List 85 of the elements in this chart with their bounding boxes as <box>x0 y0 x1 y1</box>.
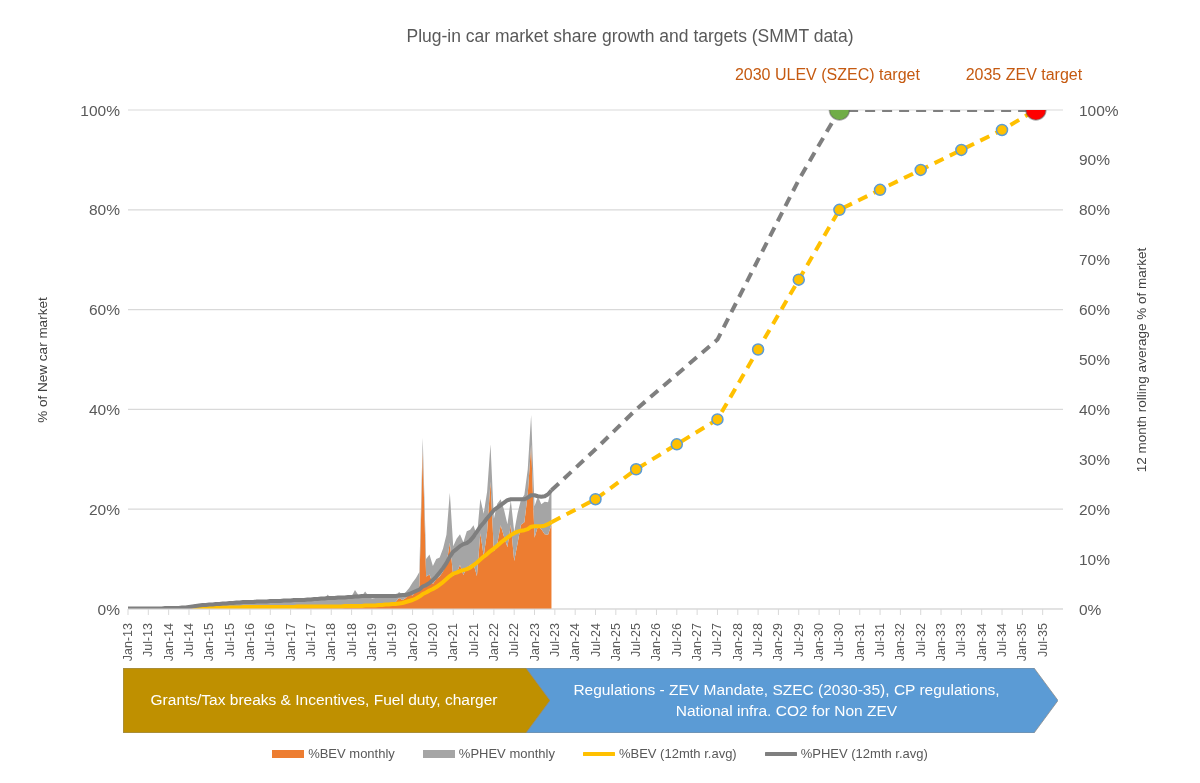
x-tick-label: Jan-21 <box>446 622 461 662</box>
x-tick-label: Jul-22 <box>507 622 522 658</box>
point <box>833 203 846 217</box>
point <box>751 343 765 356</box>
x-tick-label: Jul-24 <box>588 622 603 658</box>
point <box>955 143 968 157</box>
legend-label: %BEV (12mth r.avg) <box>618 746 737 761</box>
x-tick-label: Jul-32 <box>913 622 928 658</box>
x-tick-label: Jan-22 <box>486 622 501 662</box>
x-tick-label: Jan-31 <box>852 622 867 662</box>
x-tick-label: Jan-15 <box>202 622 217 662</box>
x-tick-label: Jan-29 <box>771 622 786 662</box>
x-tick-label: Jul-28 <box>751 622 766 658</box>
x-tick-label: Jul-34 <box>995 622 1010 658</box>
x-tick-label: Jul-21 <box>466 622 481 658</box>
y-tick-label: 60% <box>88 301 121 319</box>
x-tick-label: Jan-14 <box>161 622 176 662</box>
x-tick-label: Jul-16 <box>263 622 278 658</box>
x-tick-label: Jan-17 <box>283 622 298 662</box>
x-tick-label: Jul-23 <box>547 622 562 658</box>
chart-title: Plug-in car market share growth and targets (SMMT data) <box>405 26 855 47</box>
x-tick-label: Jan-25 <box>608 622 623 662</box>
point <box>792 273 806 286</box>
x-tick-label: Jan-20 <box>405 622 420 662</box>
y2-tick-label: 30% <box>1079 450 1111 468</box>
x-tick-label: Jul-31 <box>873 622 888 658</box>
y-tick-label: 40% <box>88 400 121 418</box>
y2-tick-label: 0% <box>1079 600 1102 618</box>
x-tick-label: Jan-28 <box>730 622 745 662</box>
y2-tick-label: 20% <box>1079 500 1111 518</box>
x-tick-label: Jan-33 <box>934 622 949 662</box>
x-tick-label: Jan-16 <box>242 622 257 662</box>
y-tick-label: 20% <box>88 500 121 518</box>
x-tick-label: Jul-27 <box>710 622 725 658</box>
x-tick-label: Jan-34 <box>974 622 989 662</box>
point <box>589 492 602 506</box>
y-tick-label: 80% <box>88 201 121 219</box>
x-tick-label: Jul-17 <box>303 622 318 658</box>
x-tick-label: Jan-13 <box>121 622 135 662</box>
y2-tick-label: 90% <box>1079 151 1111 169</box>
y-axis-title: % of New car market <box>34 297 50 423</box>
x-tick-label: Jul-35 <box>1035 622 1050 658</box>
x-tick-label: Jul-15 <box>222 622 237 658</box>
y2-axis-title: 12 month rolling average % of market <box>1133 247 1149 473</box>
y2-tick-label: 50% <box>1079 351 1111 368</box>
x-tick-label: Jul-30 <box>832 622 847 658</box>
y-tick-label: 100% <box>80 101 121 119</box>
x-tick-label: Jul-14 <box>181 622 196 658</box>
y2-tick-label: 60% <box>1079 301 1111 319</box>
point <box>711 413 724 426</box>
x-tick-label: Jul-18 <box>344 622 359 658</box>
legend-label: %BEV monthly <box>308 746 395 761</box>
text: Regulations - ZEV Mandate, SZEC (2030-35), CP regulations, National infra. CO2 for Non ZEV <box>572 679 1001 721</box>
legend-label: %PHEV (12mth r.avg) <box>800 746 928 761</box>
y2-tick-label: 70% <box>1079 251 1111 269</box>
annotation: 2035 ZEV target <box>965 66 1083 83</box>
y2-tick-label: 10% <box>1079 550 1111 568</box>
x-tick-label: Jan-30 <box>812 622 827 662</box>
y-tick-label: 0% <box>97 600 121 618</box>
x-tick-label: Jul-20 <box>425 622 440 658</box>
x-tick-label: Jan-26 <box>649 622 664 662</box>
point <box>873 183 887 197</box>
x-tick-label: Jan-35 <box>1015 622 1030 662</box>
legend-label: %PHEV monthly <box>458 746 555 761</box>
point <box>995 123 1009 137</box>
x-tick-label: Jan-32 <box>893 622 908 662</box>
x-tick-label: Jul-25 <box>629 622 644 658</box>
annotation: 2030 ULEV (SZEC) target <box>734 66 921 83</box>
x-tick-label: Jan-24 <box>568 622 583 662</box>
y2-tick-label: 40% <box>1079 400 1111 418</box>
x-tick-label: Jan-18 <box>324 622 339 662</box>
x-tick-label: Jul-13 <box>141 622 156 658</box>
y2-tick-label: 80% <box>1079 201 1111 219</box>
text: Grants/Tax breaks & Incentives, Fuel duty, charger <box>150 690 498 711</box>
x-tick-label: Jul-33 <box>954 622 969 658</box>
x-tick-label: Jan-27 <box>690 622 705 662</box>
x-tick-label: Jan-19 <box>364 622 379 662</box>
point <box>914 163 927 177</box>
x-tick-label: Jan-23 <box>527 622 542 662</box>
x-tick-label: Jul-19 <box>385 622 400 658</box>
point <box>670 438 684 451</box>
y2-tick-label: 100% <box>1079 101 1119 119</box>
x-tick-label: Jul-26 <box>669 622 684 658</box>
x-tick-label: Jul-29 <box>791 622 806 658</box>
point <box>629 463 643 476</box>
